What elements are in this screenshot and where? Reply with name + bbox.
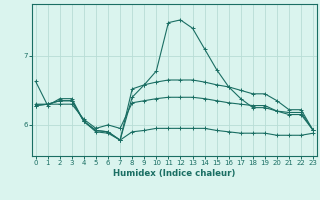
X-axis label: Humidex (Indice chaleur): Humidex (Indice chaleur)	[113, 169, 236, 178]
